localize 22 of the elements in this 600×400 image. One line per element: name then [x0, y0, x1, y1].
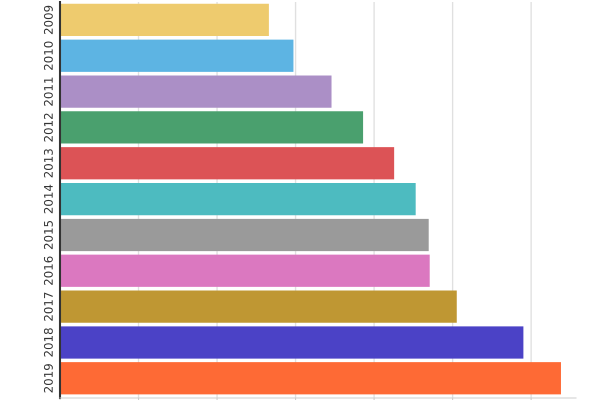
y-tick-label: 2009	[44, 6, 53, 34]
bar	[60, 75, 332, 108]
y-tick-label: 2018	[44, 328, 53, 357]
bar	[60, 254, 430, 287]
bar	[60, 218, 429, 252]
y-tick-label: 2016	[44, 256, 53, 285]
bar	[60, 4, 269, 36]
y-tick-label: 2019	[44, 364, 53, 392]
bar	[60, 40, 294, 72]
bar	[60, 182, 416, 216]
bar	[60, 362, 561, 394]
y-tick-label: 2011	[44, 78, 53, 106]
y-tick-label: 2017	[44, 292, 53, 321]
y-tick-label: 2015	[44, 220, 53, 250]
y-tick-label: 2013	[44, 149, 53, 178]
bar	[60, 290, 457, 323]
bar	[60, 326, 524, 359]
y-tick-label: 2010	[44, 42, 53, 70]
y-tick-label: 2014	[44, 184, 53, 214]
bar	[60, 147, 394, 180]
y-tick-label: 2012	[44, 114, 53, 142]
bar	[60, 111, 364, 144]
